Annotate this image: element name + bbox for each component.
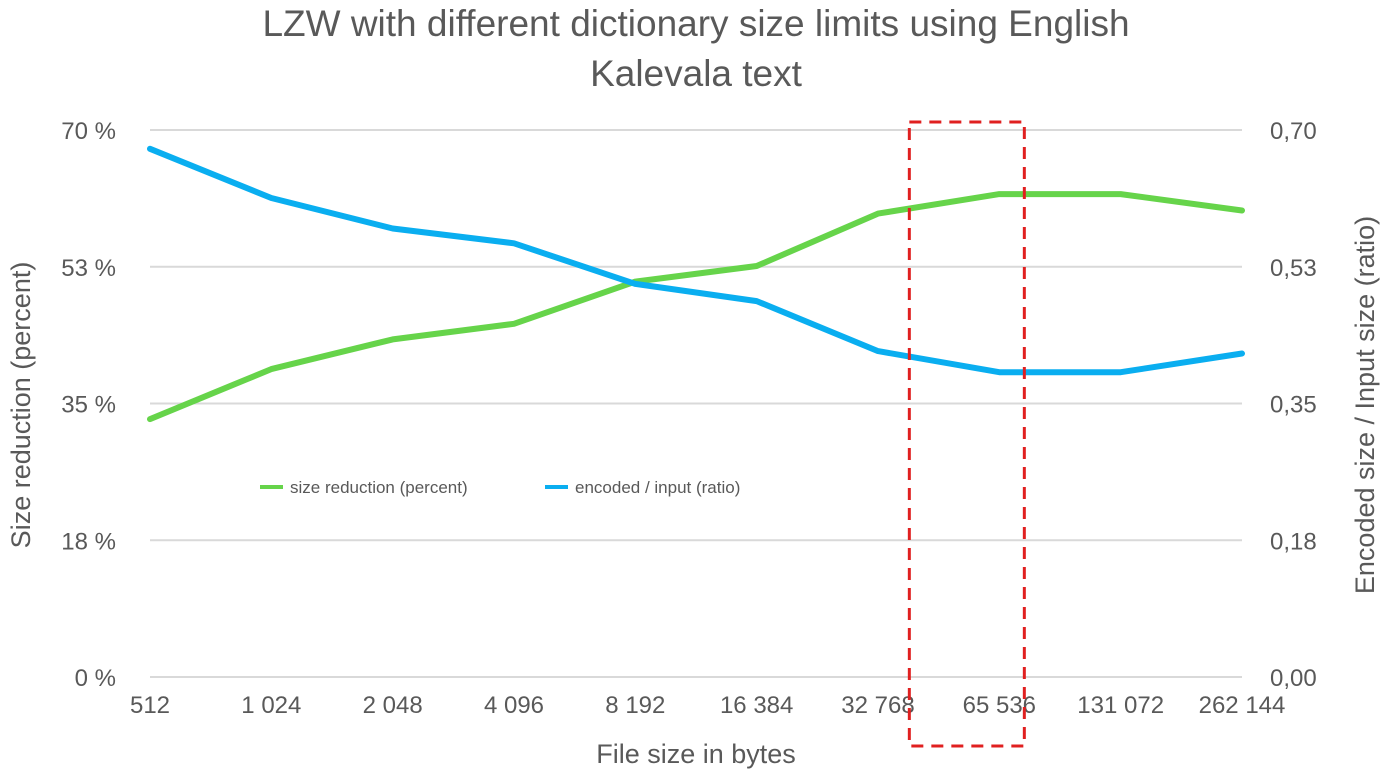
highlight-box-0 (907, 120, 1026, 748)
chart-title-line-1: LZW with different dictionary size limit… (262, 3, 1129, 44)
x-tick-label: 16 384 (720, 692, 793, 719)
left-axis-ticks: 0 % 18 % 35 % 53 % 70 % (61, 118, 116, 692)
series-1-point (391, 226, 395, 230)
series-1-point (997, 370, 1001, 374)
left-tick-label: 35 % (61, 392, 116, 419)
series-1-point (148, 147, 152, 151)
series-0-point (1240, 208, 1244, 212)
x-tick-label: 2 048 (363, 692, 423, 719)
x-axis-ticks: 512 1 024 2 048 4 096 8 192 16 384 32 768 65 53… (130, 692, 1285, 719)
series-0-point (391, 337, 395, 341)
x-axis-title: File size in bytes (596, 739, 796, 769)
x-tick-label: 1 024 (241, 692, 301, 719)
series-0-point (512, 322, 516, 326)
right-tick-label: 0,53 (1270, 255, 1317, 282)
left-tick-label: 18 % (61, 528, 116, 555)
right-tick-label: 0,18 (1270, 528, 1317, 555)
left-tick-label: 70 % (61, 118, 116, 145)
series-1-point (269, 196, 273, 200)
series-0-point (997, 192, 1001, 196)
gridlines (150, 129, 1242, 678)
right-tick-label: 0,35 (1270, 392, 1317, 419)
series-0-point (876, 212, 880, 216)
x-tick-label: 32 768 (841, 692, 914, 719)
right-axis-ticks: 0,00 0,18 0,35 0,53 0,70 (1270, 118, 1317, 692)
chart-title-line-2: Kalevala text (590, 53, 803, 94)
x-tick-label: 512 (130, 692, 170, 719)
left-y-axis-title: Size reduction (percent) (6, 262, 36, 549)
series-0-point (755, 264, 759, 268)
series-line-0 (147, 191, 1245, 423)
series-1-point (1240, 351, 1244, 355)
x-tick-label: 262 144 (1199, 692, 1286, 719)
x-tick-label: 4 096 (484, 692, 544, 719)
x-tick-label: 131 072 (1077, 692, 1164, 719)
legend: size reduction (percent) encoded / input… (260, 478, 740, 497)
left-tick-label: 53 % (61, 255, 116, 282)
series-0-point (148, 417, 152, 421)
series-0-point (269, 367, 273, 371)
series-1-point (633, 282, 637, 286)
x-tick-label: 8 192 (605, 692, 665, 719)
right-tick-label: 0,70 (1270, 118, 1317, 145)
series-lines (147, 145, 1245, 423)
annotations (907, 120, 1026, 748)
series-0-point (1119, 192, 1123, 196)
series-1-point (755, 299, 759, 303)
series-line-1 (147, 145, 1245, 376)
series-1-point (512, 241, 516, 245)
legend-label-encoded-ratio: encoded / input (ratio) (575, 478, 740, 497)
right-y-axis-title: Encoded size / Input size (ratio) (1350, 216, 1380, 594)
legend-label-size-reduction: size reduction (percent) (290, 478, 468, 497)
series-1-point (876, 349, 880, 353)
left-tick-label: 0 % (75, 665, 116, 692)
right-tick-label: 0,00 (1270, 665, 1317, 692)
series-1-point (1119, 370, 1123, 374)
